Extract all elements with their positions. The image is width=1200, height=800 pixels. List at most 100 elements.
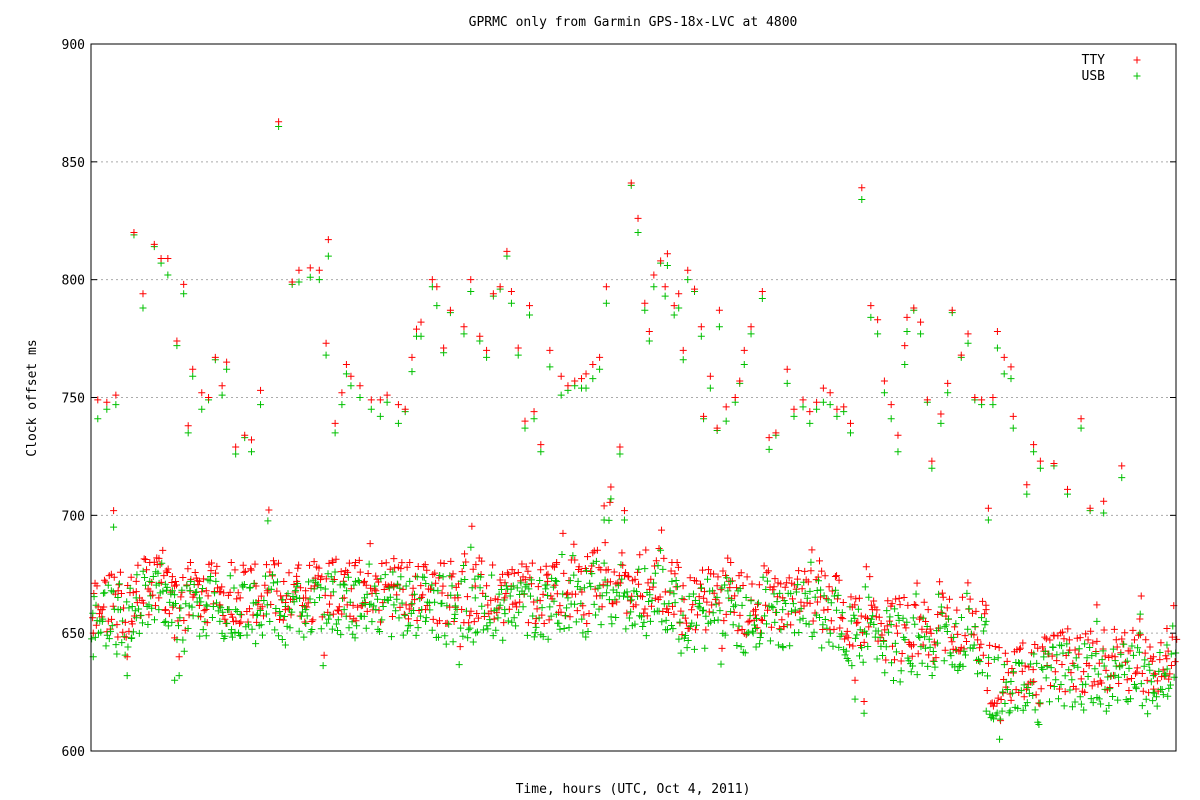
band-point-tty: [649, 583, 657, 591]
band-point-usb: [642, 632, 650, 640]
band-point-usb: [387, 633, 395, 641]
chart-title: GPRMC only from Garmin GPS-18x-LVC at 48…: [469, 15, 798, 30]
data-point-usb: [347, 382, 355, 390]
band-point-usb: [1046, 698, 1054, 706]
band-point-tty: [1139, 687, 1147, 695]
band-point-tty: [767, 623, 775, 631]
band-point-usb: [425, 599, 433, 607]
band-point-usb: [164, 622, 172, 630]
band-point-tty: [622, 569, 630, 577]
band-point-usb: [1081, 640, 1089, 648]
data-point-tty: [489, 290, 497, 298]
band-point-usb: [148, 604, 156, 612]
band-point-usb: [243, 631, 251, 639]
band-point-usb: [551, 577, 559, 585]
band-point-tty: [1059, 628, 1067, 636]
band-point-usb: [1156, 648, 1164, 656]
band-point-usb: [303, 612, 311, 620]
band-point-usb: [1109, 645, 1117, 653]
band-point-tty: [710, 570, 718, 578]
band-point-tty: [722, 610, 730, 618]
band-point-usb: [853, 631, 861, 639]
data-point-tty: [589, 361, 597, 369]
band-point-usb: [1074, 663, 1082, 671]
band-point-tty: [715, 599, 723, 607]
band-point-tty: [700, 594, 708, 602]
data-point-usb: [103, 405, 111, 413]
band-point-tty: [494, 596, 502, 604]
band-point-usb: [1159, 691, 1167, 699]
data-point-tty: [155, 594, 163, 602]
band-point-tty: [639, 593, 647, 601]
data-point-usb: [537, 448, 545, 456]
data-point-usb: [964, 339, 972, 347]
band-point-usb: [584, 628, 592, 636]
band-point-tty: [241, 567, 249, 575]
band-point-tty: [221, 615, 229, 623]
band-point-tty: [713, 582, 721, 590]
band-point-tty: [129, 589, 137, 597]
data-point-usb: [252, 599, 260, 607]
band-point-tty: [573, 607, 581, 615]
band-point-usb: [1102, 707, 1110, 715]
band-point-tty: [229, 613, 237, 621]
data-point-tty: [123, 653, 131, 661]
band-point-usb: [133, 571, 141, 579]
band-point-usb: [782, 599, 790, 607]
band-point-tty: [160, 572, 168, 580]
band-point-tty: [233, 595, 241, 603]
band-point-usb: [331, 568, 339, 576]
band-point-tty: [559, 529, 567, 537]
data-point-tty: [772, 429, 780, 437]
band-point-tty: [1016, 645, 1024, 653]
band-point-tty: [164, 569, 172, 577]
data-point-usb: [408, 368, 416, 376]
band-point-tty: [139, 599, 147, 607]
band-point-usb: [349, 630, 357, 638]
band-point-tty: [276, 616, 284, 624]
band-point-usb: [896, 678, 904, 686]
legend-marker-tty: [1133, 56, 1141, 64]
band-point-tty: [104, 617, 112, 625]
band-point-tty: [924, 606, 932, 614]
band-point-usb: [451, 602, 459, 610]
band-point-usb: [1053, 651, 1061, 659]
data-point-tty: [94, 396, 102, 404]
band-point-tty: [854, 618, 862, 626]
band-point-usb: [536, 577, 544, 585]
band-point-tty: [852, 619, 860, 627]
data-point-usb: [989, 401, 997, 409]
data-point-tty: [157, 254, 165, 262]
band-point-tty: [656, 593, 664, 601]
band-point-tty: [770, 583, 778, 591]
band-point-usb: [909, 662, 917, 670]
band-point-usb: [90, 593, 98, 601]
y-tick-label: 850: [62, 156, 85, 171]
band-point-tty: [413, 616, 421, 624]
band-point-tty: [890, 656, 898, 664]
band-point-tty: [679, 582, 687, 590]
plot-frame: [90, 43, 1177, 752]
band-point-tty: [224, 591, 232, 599]
data-point-usb: [887, 415, 895, 423]
band-point-tty: [156, 561, 164, 569]
data-point-usb: [706, 384, 714, 392]
band-point-tty: [1121, 629, 1129, 637]
band-point-tty: [993, 699, 1001, 707]
band-point-usb: [880, 637, 888, 645]
data-point-tty: [736, 377, 744, 385]
band-point-usb: [410, 590, 418, 598]
data-point-tty: [858, 184, 866, 192]
band-point-tty: [409, 584, 417, 592]
band-point-usb: [184, 625, 192, 633]
band-point-tty: [452, 583, 460, 591]
band-point-tty: [474, 614, 482, 622]
band-point-usb: [698, 584, 706, 592]
band-point-usb: [177, 604, 185, 612]
band-point-usb: [337, 631, 345, 639]
data-point-usb: [483, 353, 491, 361]
band-point-usb: [302, 619, 310, 627]
band-point-usb: [137, 611, 145, 619]
band-point-usb: [926, 643, 934, 651]
band-point-usb: [735, 622, 743, 630]
